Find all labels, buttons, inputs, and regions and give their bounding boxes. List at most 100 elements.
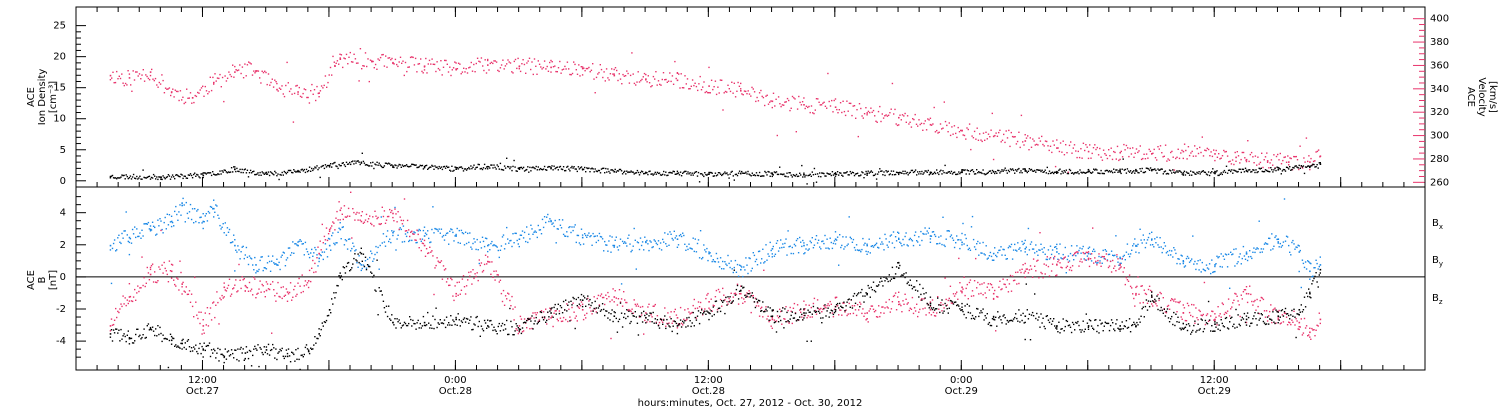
data-point xyxy=(1066,265,1069,267)
data-point xyxy=(971,290,974,292)
data-point xyxy=(1038,249,1040,251)
data-point xyxy=(740,268,742,271)
data-point xyxy=(469,275,471,277)
data-point xyxy=(1077,252,1079,255)
data-point xyxy=(1039,232,1041,234)
data-point xyxy=(908,238,910,241)
data-point xyxy=(275,348,277,350)
data-point xyxy=(1283,312,1286,314)
data-point xyxy=(991,259,994,261)
data-point xyxy=(1266,160,1269,162)
data-point xyxy=(438,228,440,230)
data-point xyxy=(1048,275,1051,277)
data-point xyxy=(536,169,538,171)
data-point xyxy=(362,160,365,163)
data-point xyxy=(862,237,864,240)
data-point xyxy=(282,174,284,176)
data-point xyxy=(1057,171,1059,174)
data-point xyxy=(113,239,116,241)
data-point xyxy=(343,164,346,166)
data-point xyxy=(994,172,996,175)
data-point xyxy=(586,67,589,70)
data-point xyxy=(143,176,145,179)
data-point xyxy=(1164,144,1167,146)
data-point xyxy=(936,169,938,171)
data-point xyxy=(297,91,299,93)
data-point xyxy=(233,76,235,78)
data-point xyxy=(1271,321,1273,324)
data-point xyxy=(969,279,972,281)
data-point xyxy=(451,165,453,167)
data-point xyxy=(223,282,225,284)
data-point xyxy=(1316,164,1318,166)
data-point xyxy=(905,232,907,234)
data-point xyxy=(1126,279,1129,281)
data-point xyxy=(1274,167,1276,170)
data-point xyxy=(459,63,461,65)
data-point xyxy=(678,73,680,75)
data-point xyxy=(913,118,915,121)
data-point xyxy=(161,264,163,266)
data-point xyxy=(1029,243,1032,245)
data-point xyxy=(1069,252,1072,255)
data-point xyxy=(131,342,134,344)
data-point xyxy=(771,253,773,255)
data-point xyxy=(1205,149,1207,152)
data-point xyxy=(471,70,474,72)
data-point xyxy=(1197,260,1199,262)
data-point xyxy=(1269,237,1271,240)
data-point xyxy=(455,292,457,295)
data-point xyxy=(609,73,612,75)
data-point xyxy=(604,80,606,82)
data-point xyxy=(598,169,601,172)
data-point xyxy=(532,73,534,76)
data-point xyxy=(1078,173,1080,175)
data-point xyxy=(491,164,493,166)
data-point xyxy=(507,59,509,61)
data-point xyxy=(784,242,786,245)
data-point xyxy=(261,351,263,354)
data-point xyxy=(992,297,995,300)
data-point xyxy=(394,206,396,209)
data-point xyxy=(1005,130,1007,132)
data-point xyxy=(604,172,606,174)
data-point xyxy=(280,256,282,258)
data-point xyxy=(538,319,541,321)
data-point xyxy=(128,73,131,75)
data-point xyxy=(543,216,546,218)
data-point xyxy=(433,168,435,170)
data-point xyxy=(959,172,961,175)
data-point xyxy=(1056,264,1058,266)
data-point xyxy=(608,79,610,81)
data-point xyxy=(1108,265,1111,267)
data-point xyxy=(193,222,195,224)
data-point xyxy=(410,231,412,233)
data-point xyxy=(428,237,430,240)
data-point xyxy=(184,342,186,344)
data-point xyxy=(731,302,733,304)
data-point xyxy=(1014,279,1016,281)
data-point xyxy=(229,295,232,297)
data-point xyxy=(1294,165,1296,167)
data-point xyxy=(1128,155,1130,158)
data-point xyxy=(1019,146,1021,149)
data-point xyxy=(1085,251,1087,254)
data-point xyxy=(670,80,672,83)
data-point xyxy=(1299,145,1301,147)
data-point xyxy=(1246,301,1249,304)
data-point xyxy=(163,338,165,340)
data-point xyxy=(718,291,721,293)
data-point xyxy=(394,208,396,210)
data-point xyxy=(1099,260,1101,262)
data-point xyxy=(822,240,824,242)
data-point xyxy=(457,62,460,64)
data-point xyxy=(126,234,128,236)
data-point xyxy=(598,304,601,306)
data-point xyxy=(1143,289,1145,291)
data-point xyxy=(1149,167,1152,169)
data-point xyxy=(249,257,252,259)
data-point xyxy=(109,175,112,178)
data-point xyxy=(1281,170,1284,172)
data-point xyxy=(691,248,693,250)
data-point xyxy=(262,353,264,356)
